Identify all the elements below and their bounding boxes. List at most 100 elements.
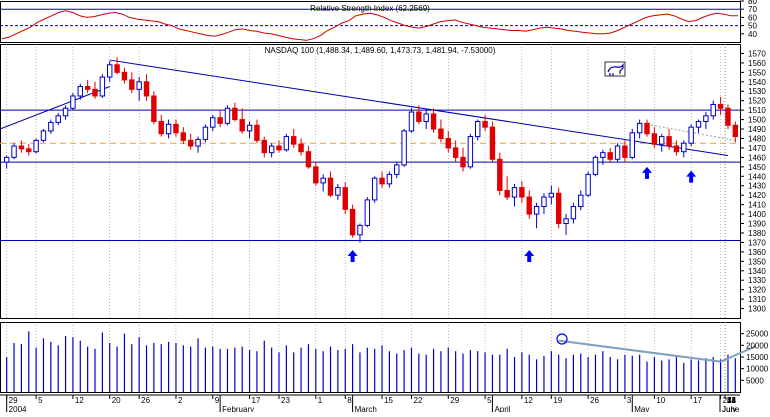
candle-body <box>651 133 658 145</box>
candle-body <box>519 187 525 198</box>
candle-body <box>70 95 76 109</box>
price-y-tick-label: 1510 <box>748 106 766 115</box>
candle-body <box>335 187 341 196</box>
candle-body <box>408 111 415 132</box>
price-y-tick-label: 1530 <box>748 87 766 96</box>
x-tick-label: 12 <box>75 396 84 405</box>
candle-body <box>187 139 194 147</box>
candle-body <box>84 86 91 90</box>
candle-body <box>342 187 348 210</box>
x-tick-label: 28 <box>727 396 736 405</box>
up-arrow-icon <box>347 249 358 262</box>
price-y-tick-label: 1540 <box>748 78 766 87</box>
month-label: July <box>722 405 736 412</box>
candle-body <box>460 156 466 168</box>
candle-body <box>371 177 378 201</box>
rsi-y-tick-label: 60 <box>748 13 757 22</box>
candle-body <box>180 132 187 141</box>
candle-body <box>386 173 393 185</box>
month-label: February <box>222 405 254 412</box>
candle-body <box>423 113 429 122</box>
candle-body <box>717 103 724 109</box>
volume-y-tick-label: 20000 <box>746 341 769 350</box>
month-label: June <box>722 405 740 412</box>
candle-body <box>592 156 599 175</box>
candle-body <box>489 126 496 160</box>
x-tick-label: 5 <box>38 396 43 405</box>
candle-body <box>99 76 106 97</box>
price-y-tick-label: 1400 <box>748 210 766 219</box>
price-y-tick-label: 1430 <box>748 182 766 191</box>
candle-body <box>151 95 157 122</box>
candle-body <box>40 130 47 141</box>
x-tick-label: 8 <box>347 396 352 405</box>
candle-body <box>452 147 459 158</box>
candle-body <box>232 107 238 121</box>
candle-body <box>511 187 518 198</box>
candle-body <box>349 208 356 236</box>
x-tick-label: 20 <box>112 396 121 405</box>
x-tick-label: 3 <box>627 396 632 405</box>
candle-body <box>114 64 120 73</box>
candle-body <box>563 218 569 225</box>
x-tick-label: 24 <box>723 396 732 405</box>
price-y-tick-label: 1500 <box>748 116 766 125</box>
candle-body <box>673 145 680 153</box>
candle-body <box>77 86 83 97</box>
x-tick-label: 26 <box>590 396 599 405</box>
candle-body <box>644 122 650 135</box>
grid-lines <box>6 44 726 392</box>
x-tick-label: 10 <box>656 396 665 405</box>
candle-body <box>136 81 142 90</box>
x-tick-label: 1 <box>318 396 323 405</box>
candle-body <box>607 152 613 160</box>
x-tick-label: 22 <box>413 396 422 405</box>
candle-body <box>158 120 164 135</box>
candle-body <box>224 107 231 124</box>
x-tick-label: 14 <box>727 396 736 405</box>
x-tick-label: 2 <box>178 396 183 405</box>
month-label: May <box>634 405 649 412</box>
candle-body <box>710 103 716 117</box>
price-y-tick-label: 1380 <box>748 229 766 238</box>
x-tick-label: 19 <box>553 396 562 405</box>
candle-body <box>629 132 635 158</box>
candle-body <box>195 138 201 147</box>
candle-body <box>121 71 128 81</box>
bull-icon-shape <box>607 63 624 76</box>
price-y-tick-label: 1490 <box>748 125 766 134</box>
candle-body <box>107 64 113 78</box>
x-tick-label: 12 <box>524 396 533 405</box>
candle-body <box>55 115 61 123</box>
up-arrow-icon <box>524 249 535 262</box>
candle-body <box>416 111 422 122</box>
month-label: 2004 <box>9 405 27 412</box>
up-arrow-icon <box>686 170 697 183</box>
circle-marker-icon <box>556 333 568 345</box>
candle-body <box>48 121 54 132</box>
price-y-tick-label: 1440 <box>748 172 766 181</box>
candle-body <box>268 145 275 154</box>
candle-body <box>210 117 216 128</box>
candle-body <box>475 120 481 138</box>
price-y-tick-label: 1320 <box>748 286 766 295</box>
price-y-tick-label: 1310 <box>748 295 766 304</box>
candle-body <box>585 173 591 196</box>
candle-body <box>165 123 172 135</box>
price-y-tick-label: 1450 <box>748 163 766 172</box>
rsi-y-tick-label: 40 <box>748 30 757 39</box>
price-y-tick-label: 1340 <box>748 267 766 276</box>
annotations <box>347 61 697 345</box>
candle-body <box>202 126 209 140</box>
candle-body <box>305 151 312 168</box>
x-tick-label: 17 <box>693 396 702 405</box>
x-tick-label: 9 <box>215 396 220 405</box>
price-y-tick-label: 1300 <box>748 305 766 314</box>
price-y-tick-label: 1460 <box>748 153 766 162</box>
price-y-tick-label: 1370 <box>748 238 766 247</box>
axis-labels: 29 5 12 20 26 2 9 17 23 1 8 15 22 29 5 12 19 26 3 10 17 24171… <box>6 0 769 414</box>
candle-body <box>703 115 709 122</box>
x-tick-label: 26 <box>141 396 150 405</box>
price-y-tick-label: 1350 <box>748 257 766 266</box>
candle-body <box>622 145 628 158</box>
